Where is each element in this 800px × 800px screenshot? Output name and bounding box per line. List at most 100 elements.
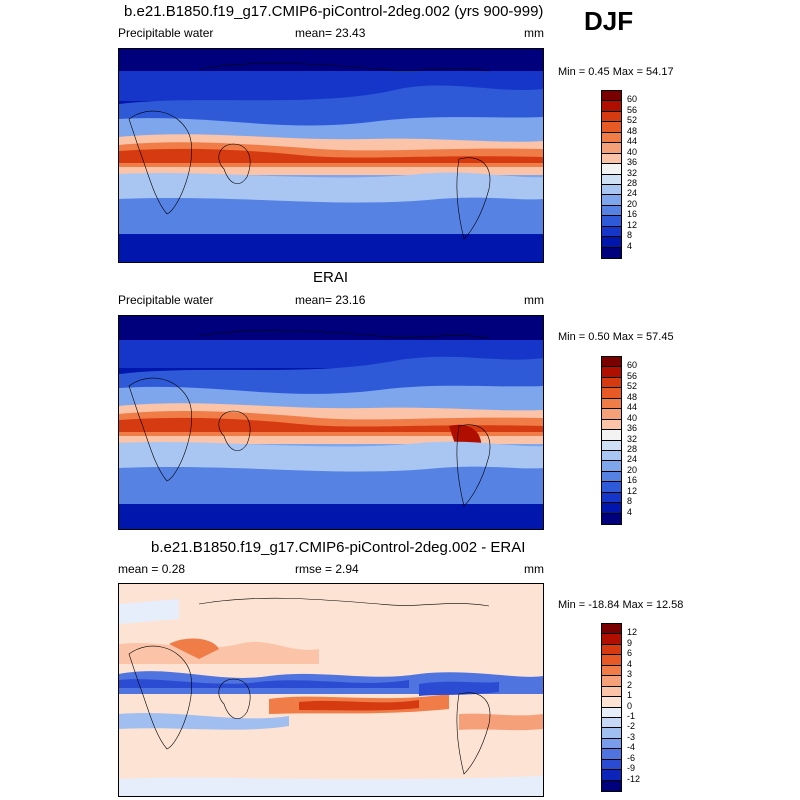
colorbar-swatch: [602, 624, 621, 635]
colorbar-tick-label: 16: [627, 209, 638, 220]
colorbar-tick-label: 12: [627, 627, 638, 638]
colorbar-swatch: [602, 707, 621, 718]
colorbar-swatch: [602, 634, 621, 645]
colorbar-swatch: [602, 482, 621, 493]
colorbar-tick-label: 4: [627, 506, 633, 517]
colorbar-swatch: [602, 226, 621, 238]
colorbar-tick-label: 40: [627, 412, 638, 423]
colorbar-tick-label: 32: [627, 167, 638, 178]
colorbar-tick-label: -2: [627, 721, 636, 732]
colorbar-swatch: [602, 759, 621, 771]
colorbar-tick-label: 28: [627, 443, 638, 454]
colorbar-swatch: [602, 247, 621, 258]
panel2-minmax: Min = 0.50 Max = 57.45: [558, 331, 674, 343]
panel2-mean-label: mean= 23.16: [295, 293, 366, 307]
colorbar-swatch: [602, 237, 621, 248]
colorbar-swatch: [602, 367, 621, 378]
colorbar-tick-label: 16: [627, 475, 638, 486]
colorbar-swatch: [602, 471, 621, 483]
colorbar-tick-label: 8: [627, 230, 633, 241]
colorbar-swatch: [602, 101, 621, 112]
colorbar-tick-label: 4: [627, 240, 633, 251]
colorbar-swatch: [602, 503, 621, 514]
colorbar-tick-label: 20: [627, 198, 638, 209]
colorbar-tick-label: 32: [627, 433, 638, 444]
colorbar-tick-label: 60: [627, 360, 638, 371]
colorbar-swatch: [602, 665, 621, 677]
colorbar-swatch: [602, 419, 621, 431]
colorbar-tick-label: 0: [627, 700, 633, 711]
colorbar-swatch: [602, 153, 621, 165]
colorbar-swatch: [602, 398, 621, 410]
panel3-units-label: mm: [524, 562, 544, 576]
colorbar-tick-label: 3: [627, 669, 633, 680]
colorbar-tick-label: -12: [627, 773, 641, 784]
colorbar-swatch: [602, 216, 621, 227]
colorbar-swatch: [602, 450, 621, 462]
colorbar-swatch: [602, 388, 621, 399]
colorbar-tick-label: -9: [627, 763, 636, 774]
colorbar-tick-label: 36: [627, 157, 638, 168]
panel3-map: [118, 583, 544, 797]
panel1-mean-label: mean= 23.43: [295, 26, 366, 40]
colorbar-tick-label: 48: [627, 391, 638, 402]
panel3-mean-label: mean = 0.28: [118, 562, 186, 576]
colorbar-swatch: [602, 111, 621, 123]
colorbar-tick-label: 36: [627, 423, 638, 434]
colorbar-swatch: [602, 440, 621, 451]
season-label: DJF: [584, 6, 634, 36]
panel2-title: ERAI: [313, 269, 349, 286]
colorbar-tick-label: 8: [627, 496, 633, 507]
colorbar-swatch: [602, 644, 621, 656]
colorbar-tick-label: 44: [627, 136, 638, 147]
colorbar-swatch: [602, 143, 621, 154]
colorbar-swatch: [602, 780, 621, 791]
colorbar-swatch: [602, 357, 621, 368]
colorbar-swatch: [602, 164, 621, 175]
colorbar-tick-label: 1: [627, 690, 633, 701]
colorbar-swatch: [602, 770, 621, 781]
panel1-map: [118, 48, 544, 263]
colorbar-swatch: [602, 377, 621, 389]
panel3-title: b.e21.B1850.f19_g17.CMIP6-piControl-2deg…: [151, 539, 526, 556]
colorbar-tick-label: 12: [627, 485, 638, 496]
colorbar-tick-label: 24: [627, 454, 638, 465]
panel1-colorbar: [601, 90, 622, 259]
colorbar-swatch: [602, 184, 621, 196]
colorbar-swatch: [602, 195, 621, 206]
colorbar-tick-label: 2: [627, 679, 633, 690]
colorbar-tick-label: 44: [627, 402, 638, 413]
colorbar-swatch: [602, 697, 621, 708]
panel3-minmax: Min = -18.84 Max = 12.58: [558, 599, 684, 611]
colorbar-tick-label: 56: [627, 370, 638, 381]
colorbar-tick-label: 48: [627, 125, 638, 136]
colorbar-tick-label: 52: [627, 115, 638, 126]
colorbar-tick-label: 24: [627, 188, 638, 199]
colorbar-tick-label: 60: [627, 94, 638, 105]
colorbar-tick-label: 12: [627, 219, 638, 230]
panel1-variable-label: Precipitable water: [118, 26, 214, 40]
colorbar-swatch: [602, 430, 621, 441]
colorbar-swatch: [602, 409, 621, 420]
panel1-minmax: Min = 0.45 Max = 54.17: [558, 66, 674, 78]
colorbar-tick-label: 20: [627, 464, 638, 475]
colorbar-swatch: [602, 174, 621, 185]
colorbar-swatch: [602, 122, 621, 133]
colorbar-tick-label: -6: [627, 752, 636, 763]
colorbar-swatch: [602, 676, 621, 687]
colorbar-tick-label: 52: [627, 381, 638, 392]
panel1-units-label: mm: [524, 26, 544, 40]
colorbar-swatch: [602, 728, 621, 739]
panel2-colorbar: [601, 356, 622, 525]
colorbar-tick-label: 56: [627, 104, 638, 115]
colorbar-tick-label: -3: [627, 731, 636, 742]
colorbar-swatch: [602, 461, 621, 472]
colorbar-swatch: [602, 738, 621, 750]
panel2-map: [118, 315, 544, 530]
colorbar-tick-label: 6: [627, 648, 633, 659]
colorbar-swatch: [602, 492, 621, 504]
panel2-variable-label: Precipitable water: [118, 293, 214, 307]
colorbar-tick-label: 40: [627, 146, 638, 157]
colorbar-tick-label: 28: [627, 177, 638, 188]
colorbar-swatch: [602, 91, 621, 102]
